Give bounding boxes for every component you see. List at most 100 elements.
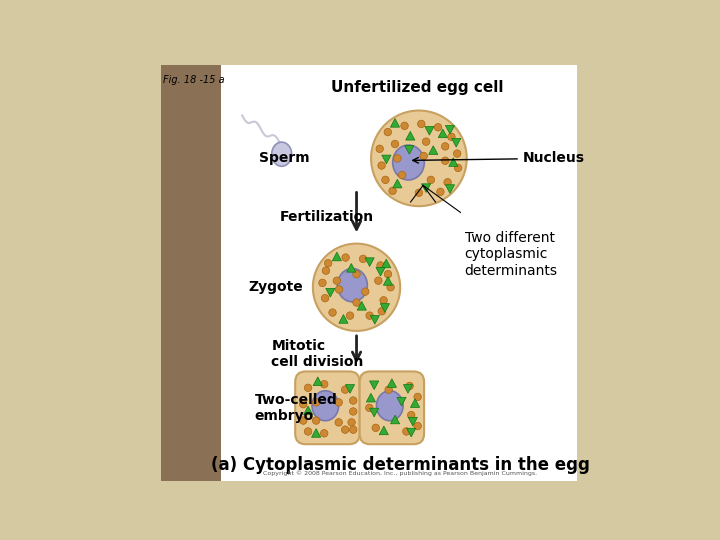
Circle shape bbox=[408, 411, 415, 419]
Circle shape bbox=[341, 426, 349, 434]
FancyBboxPatch shape bbox=[295, 372, 360, 444]
FancyBboxPatch shape bbox=[360, 372, 424, 444]
Circle shape bbox=[312, 399, 320, 406]
Polygon shape bbox=[397, 397, 406, 406]
Circle shape bbox=[348, 418, 356, 426]
Ellipse shape bbox=[313, 244, 400, 331]
Polygon shape bbox=[405, 131, 415, 140]
Ellipse shape bbox=[371, 111, 467, 206]
Text: (a) Cytoplasmic determinants in the egg: (a) Cytoplasmic determinants in the egg bbox=[211, 456, 590, 474]
Text: Zygote: Zygote bbox=[248, 280, 303, 294]
Text: Copyright © 2008 Pearson Education, Inc., publishing as Pearson Benjamin Cumming: Copyright © 2008 Pearson Education, Inc.… bbox=[263, 470, 537, 476]
Circle shape bbox=[441, 143, 449, 150]
Circle shape bbox=[434, 124, 442, 131]
Polygon shape bbox=[366, 393, 376, 402]
Circle shape bbox=[342, 254, 349, 261]
Circle shape bbox=[323, 267, 330, 274]
Polygon shape bbox=[410, 399, 420, 408]
Circle shape bbox=[454, 150, 461, 157]
Circle shape bbox=[415, 189, 423, 197]
Circle shape bbox=[359, 255, 366, 262]
Text: Mitotic
cell division: Mitotic cell division bbox=[271, 339, 364, 369]
Polygon shape bbox=[304, 406, 312, 415]
Circle shape bbox=[444, 179, 451, 186]
Circle shape bbox=[377, 262, 384, 269]
Polygon shape bbox=[446, 185, 454, 193]
Circle shape bbox=[414, 422, 421, 430]
Circle shape bbox=[349, 408, 357, 415]
Circle shape bbox=[441, 157, 449, 165]
Circle shape bbox=[401, 122, 408, 130]
Text: Sperm: Sperm bbox=[258, 151, 310, 165]
Ellipse shape bbox=[338, 268, 367, 302]
Circle shape bbox=[305, 428, 312, 435]
Ellipse shape bbox=[271, 142, 292, 166]
Text: Nucleus: Nucleus bbox=[413, 151, 585, 165]
Circle shape bbox=[436, 188, 444, 195]
Polygon shape bbox=[357, 301, 366, 310]
Text: Two-celled
embryo: Two-celled embryo bbox=[255, 393, 338, 423]
Polygon shape bbox=[408, 417, 418, 426]
Circle shape bbox=[402, 428, 410, 435]
Polygon shape bbox=[403, 384, 413, 393]
Polygon shape bbox=[390, 118, 400, 127]
Polygon shape bbox=[370, 315, 379, 324]
Circle shape bbox=[325, 260, 332, 267]
Polygon shape bbox=[393, 179, 402, 188]
Polygon shape bbox=[339, 315, 348, 323]
Circle shape bbox=[376, 145, 384, 152]
Circle shape bbox=[385, 386, 392, 393]
Circle shape bbox=[341, 386, 349, 393]
Circle shape bbox=[382, 176, 390, 184]
Circle shape bbox=[372, 424, 379, 431]
Circle shape bbox=[366, 404, 373, 411]
Circle shape bbox=[394, 154, 401, 162]
Circle shape bbox=[427, 176, 435, 184]
Text: Two different
cytoplasmic
determinants: Two different cytoplasmic determinants bbox=[464, 231, 557, 278]
Circle shape bbox=[391, 140, 399, 148]
Circle shape bbox=[320, 429, 328, 437]
Polygon shape bbox=[428, 146, 438, 154]
Circle shape bbox=[387, 284, 395, 291]
Circle shape bbox=[349, 426, 357, 434]
Ellipse shape bbox=[312, 391, 338, 421]
Polygon shape bbox=[379, 426, 388, 435]
Circle shape bbox=[321, 294, 329, 302]
Circle shape bbox=[335, 399, 343, 406]
Circle shape bbox=[346, 312, 354, 319]
Circle shape bbox=[414, 393, 421, 401]
Circle shape bbox=[349, 397, 357, 404]
Circle shape bbox=[320, 381, 328, 388]
Polygon shape bbox=[346, 384, 354, 393]
Circle shape bbox=[353, 271, 360, 278]
Circle shape bbox=[384, 129, 392, 136]
Circle shape bbox=[336, 286, 343, 293]
Circle shape bbox=[378, 162, 385, 169]
Polygon shape bbox=[407, 428, 415, 437]
Polygon shape bbox=[390, 415, 400, 424]
Polygon shape bbox=[325, 288, 335, 297]
Ellipse shape bbox=[377, 391, 403, 421]
Circle shape bbox=[448, 133, 455, 140]
Text: Unfertilized egg cell: Unfertilized egg cell bbox=[330, 80, 503, 95]
Circle shape bbox=[361, 288, 369, 295]
Circle shape bbox=[300, 417, 307, 424]
Polygon shape bbox=[312, 429, 320, 437]
Circle shape bbox=[406, 382, 413, 390]
Bar bbox=[161, 65, 221, 481]
Polygon shape bbox=[425, 126, 434, 135]
Circle shape bbox=[398, 171, 406, 179]
Polygon shape bbox=[369, 408, 379, 417]
Polygon shape bbox=[446, 125, 454, 134]
Circle shape bbox=[333, 277, 341, 285]
Polygon shape bbox=[438, 129, 447, 138]
Polygon shape bbox=[383, 276, 392, 285]
Circle shape bbox=[378, 307, 386, 315]
Circle shape bbox=[389, 187, 396, 194]
Polygon shape bbox=[333, 252, 341, 261]
Circle shape bbox=[312, 417, 320, 424]
Polygon shape bbox=[451, 138, 461, 147]
Circle shape bbox=[366, 312, 374, 319]
Polygon shape bbox=[369, 381, 379, 389]
Polygon shape bbox=[347, 264, 356, 272]
